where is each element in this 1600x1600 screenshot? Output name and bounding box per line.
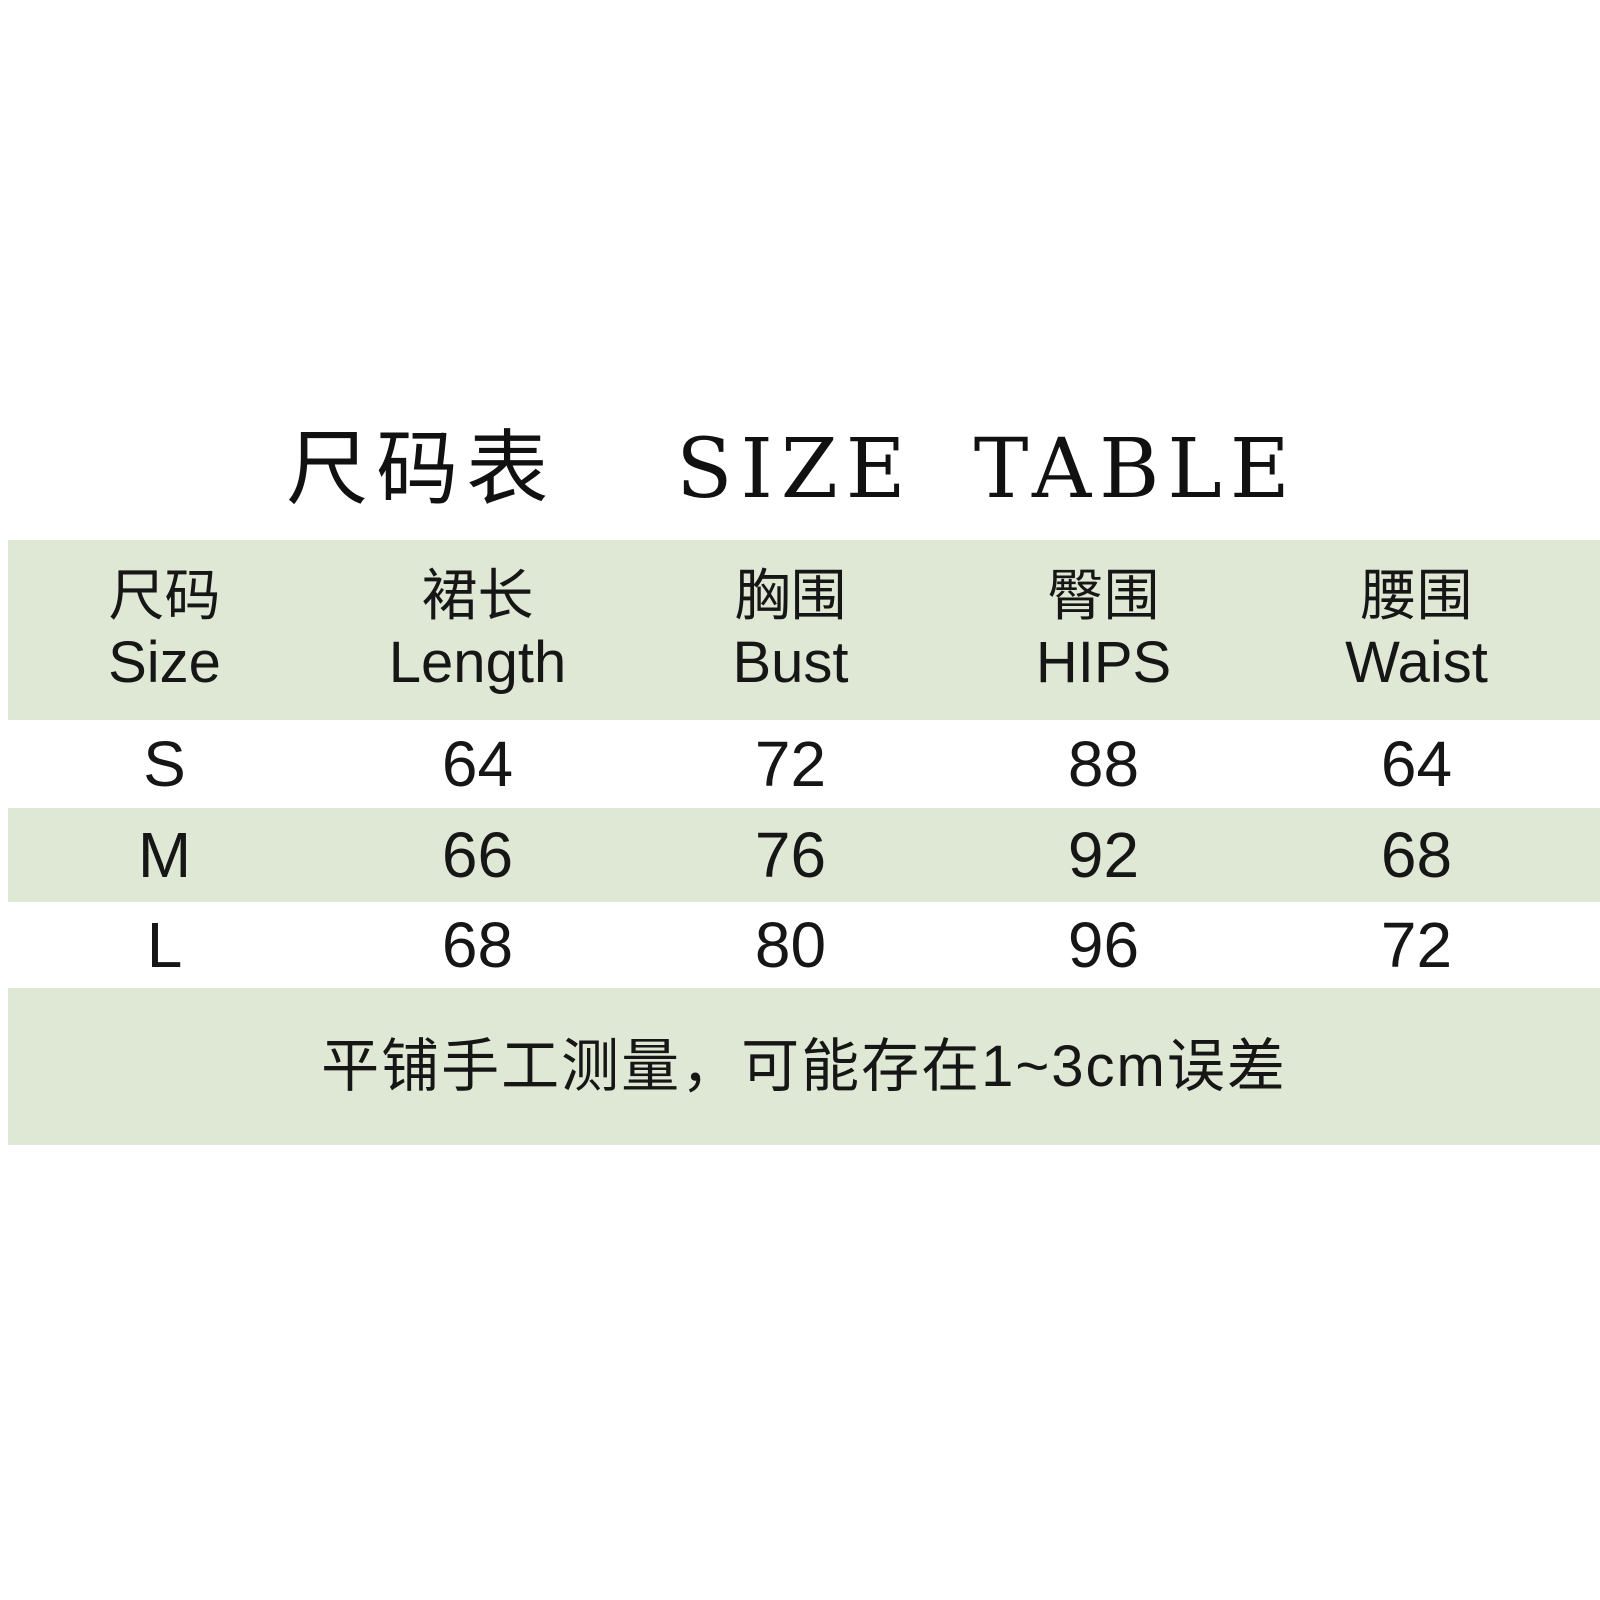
column-header-bust: 胸围 Bust (634, 540, 947, 720)
cell-s-size: S (143, 728, 186, 800)
column-header-waist-en: Waist (1345, 630, 1488, 695)
cell-m-bust: 76 (754, 819, 827, 891)
header-filler (1573, 540, 1600, 720)
cell-m-length: 66 (441, 819, 514, 891)
table-row-s: S 64 72 88 64 (8, 720, 1600, 808)
column-header-waist: 腰围 Waist (1260, 540, 1573, 720)
column-header-hips-zh: 臀围 (1047, 564, 1160, 627)
page-title-en: SIZE TABLE (676, 422, 1298, 517)
column-header-length: 裙长 Length (321, 540, 634, 720)
cell-m-waist: 68 (1380, 819, 1453, 891)
cell-s-waist: 64 (1380, 728, 1453, 800)
measurement-note-band: 平铺手工测量，可能存在1~3cm误差 (8, 988, 1600, 1145)
cell-s-bust: 72 (754, 728, 827, 800)
column-header-hips: 臀围 HIPS (947, 540, 1260, 720)
cell-l-bust: 80 (754, 909, 827, 981)
column-header-bust-zh: 胸围 (734, 564, 847, 627)
cell-l-hips: 96 (1067, 909, 1140, 981)
column-header-length-zh: 裙长 (421, 564, 534, 627)
table-row-l: L 68 80 96 72 (8, 902, 1600, 988)
cell-l-waist: 72 (1380, 909, 1453, 981)
cell-m-size: M (137, 819, 192, 891)
column-header-size-en: Size (108, 630, 221, 695)
size-table: 尺码 Size 裙长 Length 胸围 Bust 臀围 HIPS 腰围 Wai… (8, 540, 1600, 1145)
column-header-waist-zh: 腰围 (1360, 564, 1473, 627)
cell-m-hips: 92 (1067, 819, 1140, 891)
cell-l-length: 68 (441, 909, 514, 981)
table-row-m: M 66 76 92 68 (8, 808, 1600, 902)
column-header-size-zh: 尺码 (108, 564, 221, 627)
column-header-length-en: Length (388, 630, 567, 695)
column-header-bust-en: Bust (732, 630, 849, 695)
page-title-zh: 尺码表 (286, 422, 557, 517)
cell-l-size: L (146, 909, 183, 981)
cell-s-length: 64 (441, 728, 514, 800)
column-header-hips-en: HIPS (1035, 630, 1172, 695)
page-title: 尺码表 SIZE TABLE (0, 422, 1584, 517)
measurement-note-text: 平铺手工测量，可能存在1~3cm误差 (321, 1033, 1287, 1099)
column-header-size: 尺码 Size (8, 540, 321, 720)
table-header-row: 尺码 Size 裙长 Length 胸围 Bust 臀围 HIPS 腰围 Wai… (8, 540, 1600, 720)
cell-s-hips: 88 (1067, 728, 1140, 800)
